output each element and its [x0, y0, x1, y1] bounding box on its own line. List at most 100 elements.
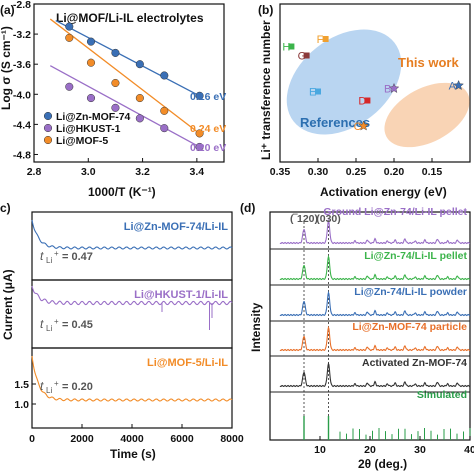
- panel-c-current-curve: [31, 355, 233, 402]
- panel-c-t-symbol: t: [40, 379, 44, 393]
- panel-a-ylabel: Log σ (S cm⁻¹): [0, 26, 13, 110]
- panel-a-chart: Li@MOF/Li-IL electrolytes -2.8 -3.2 -3.6 -4…: [0, 0, 226, 199]
- panel-b-point-F: [322, 36, 329, 42]
- panel-b-point-A: [453, 79, 464, 90]
- panel-c-xtick-label: 6000: [170, 433, 194, 445]
- panel-c-t-superscript: +: [54, 379, 59, 388]
- panel-b-point-E: [315, 88, 321, 95]
- panel-b-xtick-label: 0.25: [346, 166, 367, 178]
- panel-c-series-label: Li@MOF-5/Li-IL: [147, 357, 228, 369]
- panel-a-point: [111, 48, 120, 57]
- panel-a-point: [86, 37, 96, 46]
- panel-a-point: [135, 93, 144, 103]
- panel-d-series-label: Li@Zn-74/Li-IL powder: [354, 286, 467, 298]
- panel-d-xtick-label: 40: [464, 444, 474, 456]
- panel-letter-b: (b): [258, 3, 273, 17]
- panel-c-t-value: = 0.20: [62, 381, 93, 393]
- panel-a-point: [111, 103, 120, 112]
- panel-a-fit-line: [55, 19, 203, 98]
- panel-a-point: [135, 114, 144, 123]
- panel-a-point: [111, 78, 120, 88]
- panel-d-xrd-curve: [279, 254, 471, 281]
- panel-a-point: [160, 124, 169, 133]
- panel-b-xtick-label: 0.20: [384, 166, 405, 178]
- panel-a-point: [86, 93, 96, 103]
- panel-a-fit-line: [49, 18, 203, 137]
- this-work-label: This work: [398, 55, 459, 70]
- panel-c-xlabel: Time (s): [110, 447, 156, 461]
- panel-a-fit-line: [49, 65, 203, 150]
- panel-d-xrd-curve: [279, 218, 471, 245]
- panel-c-t-subscript: Li: [46, 386, 52, 395]
- panel-d-xtick-label: 10: [314, 444, 326, 456]
- panel-b-point-label: D: [358, 96, 366, 108]
- panel-a-xlabel: 1000/T (K⁻¹): [88, 185, 156, 199]
- panel-c-ytick-label: 1.0: [14, 399, 29, 411]
- panel-d-series-label: Li@Zn-MOF-74 particle: [352, 321, 467, 333]
- panel-d-series-label: Activated Zn-MOF-74: [362, 357, 467, 369]
- panel-a-energy-label: 0.16 eV: [190, 91, 226, 103]
- panel-d-xrd-curve: [279, 325, 471, 352]
- panel-a-point: [86, 58, 96, 67]
- panel-a-xtick-label: 3.2: [135, 166, 150, 178]
- panel-a-frame: [33, 3, 225, 163]
- panel-c-series-label: Li@HKUST-1/Li-IL: [134, 289, 228, 301]
- panel-b-point-C: [358, 120, 369, 131]
- panel-c-xtick-label: 4000: [120, 433, 144, 445]
- panel-b-xlabel: Activation energy (eV): [320, 185, 447, 199]
- panel-c-t-subscript: Li: [46, 324, 52, 333]
- panel-d-xrd-curve: [279, 361, 471, 388]
- panel-a-point: [65, 82, 74, 91]
- panel-d-series-label: Ground Li@Zn-74/Li-IL pellet: [323, 206, 467, 218]
- panel-letter-d: (d): [240, 201, 255, 215]
- panel-a-point: [195, 129, 204, 138]
- references-region: [286, 29, 402, 135]
- panel-d-ylabel: Intensity: [249, 302, 263, 352]
- panel-a-energy-label: 0.24 eV: [190, 123, 226, 135]
- panel-b-point-label: C: [354, 121, 362, 133]
- panel-a-xtick-label: 3.0: [81, 166, 96, 178]
- panel-letter-c: c): [0, 201, 11, 215]
- panel-d-xtick-label: 20: [364, 444, 376, 456]
- panel-c-t-superscript: +: [54, 317, 59, 326]
- panel-a-ytick-label: -3.6: [13, 59, 31, 71]
- panel-d-series-label: Li@Zn-74/Li-IL pellet: [364, 250, 467, 262]
- panel-c-ytick-label: 1.5: [14, 379, 29, 391]
- panel-c-xtick-label: 0: [29, 433, 35, 445]
- panel-d-peak-label: (‾120): [290, 213, 318, 225]
- panel-c-t-subscript: Li: [46, 256, 52, 265]
- panel-a-ytick-label: -4.8: [13, 149, 31, 161]
- panel-d-chart: Ground Li@Zn-74/Li-IL pellet Li@Zn-74/Li-…: [249, 206, 474, 471]
- panel-d-xtick-label: 30: [414, 444, 426, 456]
- references-label: References: [300, 115, 370, 130]
- panel-a-legend-label: Li@HKUST-1: [56, 123, 121, 135]
- panel-a-ytick-label: -4.4: [13, 119, 31, 131]
- panel-b-point-B: [388, 82, 400, 93]
- panel-a-point: [65, 22, 74, 31]
- panel-c-series-label: Li@Zn-MOF-74/Li-IL: [124, 221, 228, 233]
- panel-c-xtick-label: 2000: [70, 433, 94, 445]
- panel-b-xtick-label: 0.30: [308, 166, 329, 178]
- panel-d-xlabel: 2θ (deg.): [358, 457, 407, 471]
- panel-letter-a: (a): [0, 3, 15, 17]
- panel-b-point-label: B: [384, 84, 391, 96]
- panel-b-point-label: G: [298, 51, 307, 63]
- panel-a-xtick-label: 2.8: [27, 166, 42, 178]
- panel-a-ytick-label: -3.2: [13, 29, 31, 41]
- panel-c-current-curve: [31, 285, 233, 306]
- panel-b-xtick-label: 0.35: [270, 166, 291, 178]
- panel-a-point: [195, 142, 204, 152]
- panel-a-point: [160, 71, 169, 80]
- panel-b-point-H: [288, 43, 295, 50]
- panel-d-series-label: Simulated: [417, 389, 467, 401]
- panel-a-ytick-label: -4.0: [13, 89, 31, 101]
- panel-c-chart: Li@Zn-MOF-74/Li-ILt Li+ = 0.47Li@HKUST-1/L…: [1, 211, 244, 461]
- panel-a-legend-marker: [43, 123, 53, 133]
- this-work-region: [384, 82, 470, 148]
- panel-a-point: [195, 91, 204, 100]
- panel-c-t-value: = 0.47: [62, 251, 93, 263]
- panel-a-legend-marker: [43, 135, 53, 145]
- panel-b-point-label: E: [309, 87, 316, 99]
